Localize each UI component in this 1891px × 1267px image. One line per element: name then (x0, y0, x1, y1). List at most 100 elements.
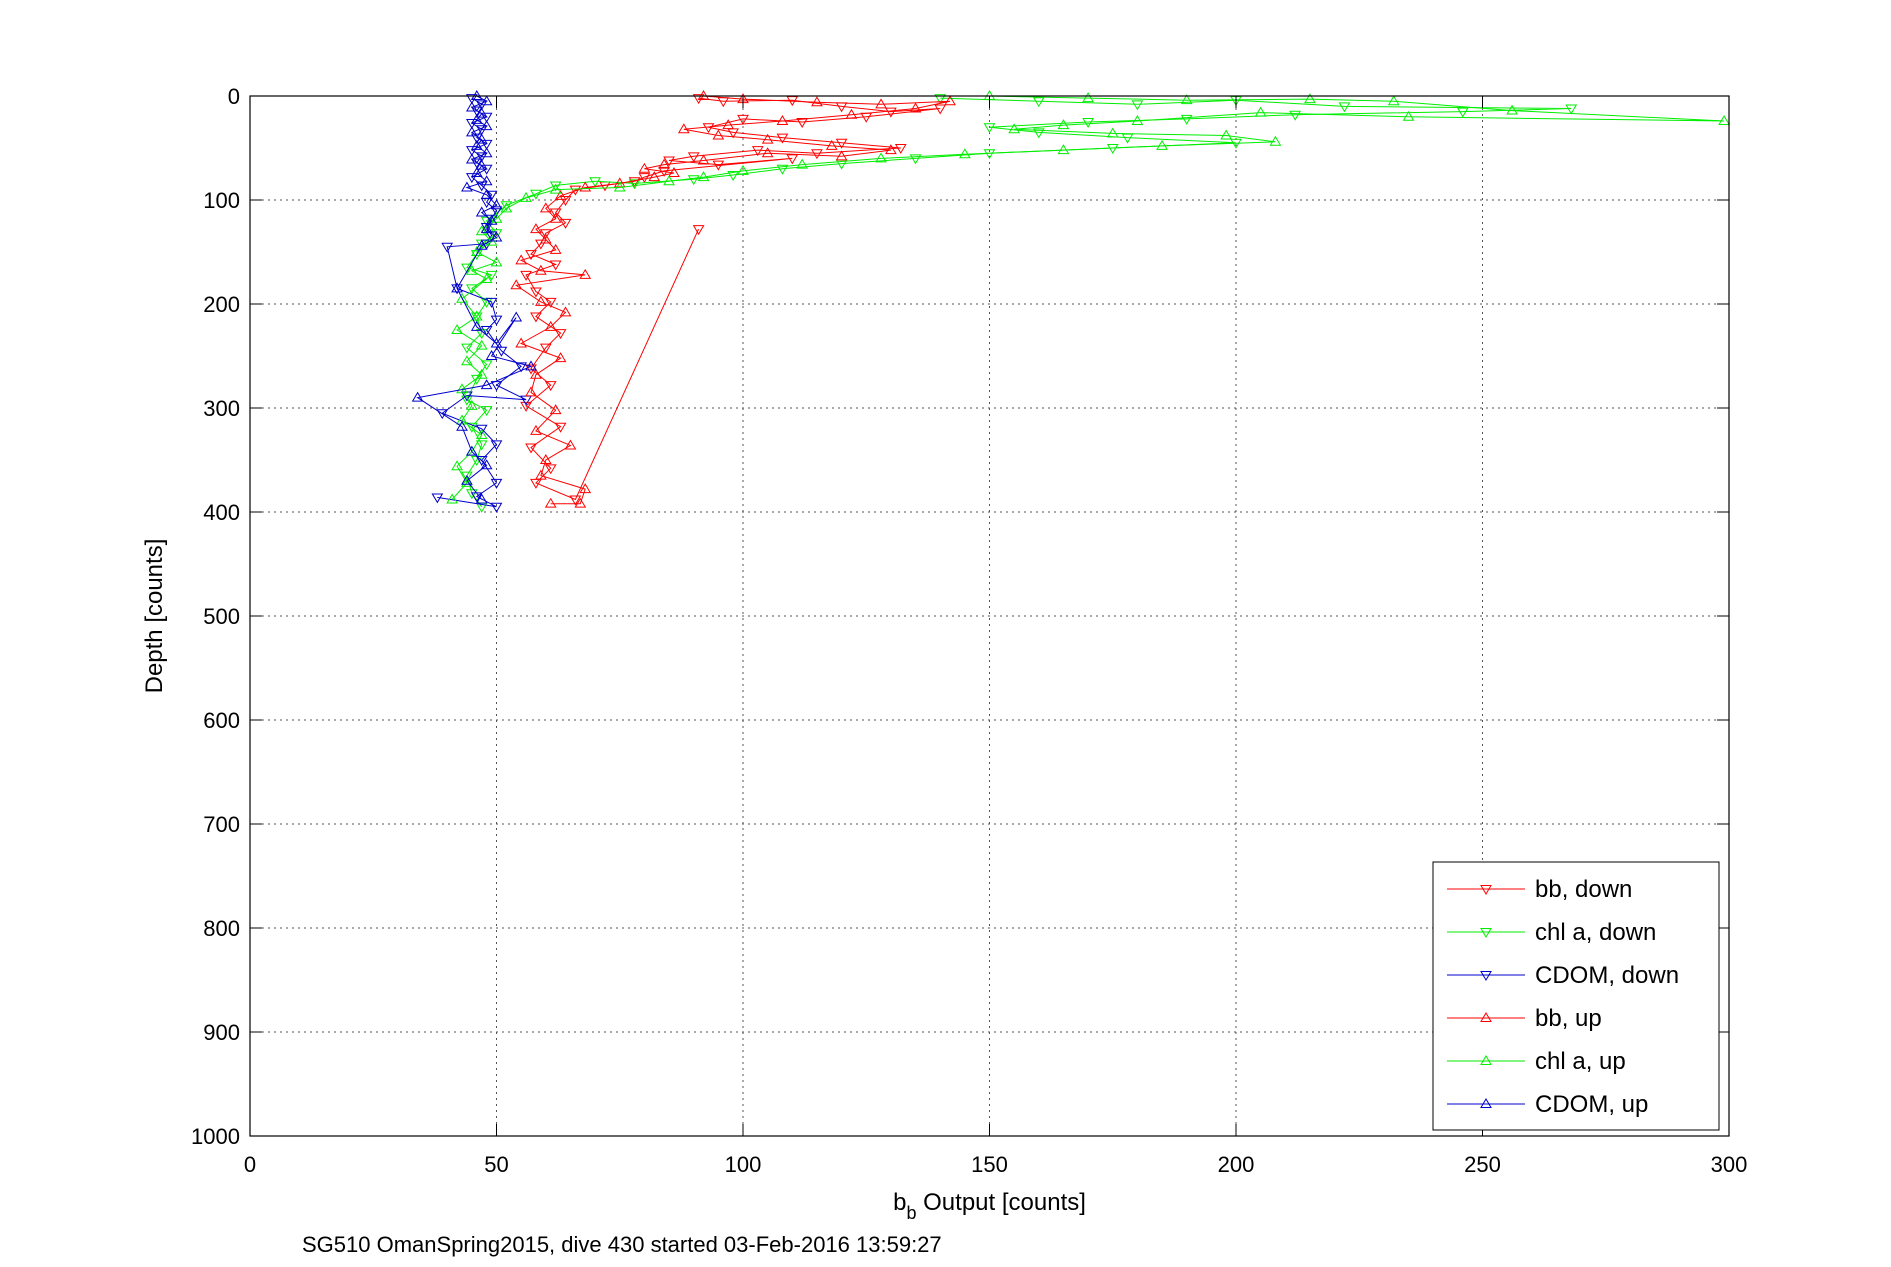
data-point (465, 445, 478, 456)
data-point (1338, 102, 1351, 113)
data-point (885, 107, 897, 118)
data-point (712, 129, 725, 140)
series-bb-down (520, 94, 947, 506)
data-point (530, 424, 542, 435)
series-line (416, 95, 533, 500)
data-point (554, 352, 567, 363)
data-point (1304, 93, 1316, 104)
data-point (796, 118, 809, 128)
legend-item: chl a, down (1447, 919, 1656, 946)
data-point (530, 478, 542, 489)
data-point (539, 233, 552, 244)
data-point (727, 171, 740, 182)
data-point (465, 101, 478, 112)
data-point (1565, 104, 1578, 115)
legend-swatch-marker (1480, 928, 1492, 938)
data-point (909, 154, 922, 165)
data-point (456, 420, 468, 431)
data-point (534, 239, 547, 250)
data-point (658, 158, 670, 169)
data-point (554, 189, 567, 200)
data-point (934, 104, 947, 115)
data-point (461, 263, 473, 274)
data-point (574, 497, 587, 508)
data-point (549, 183, 562, 194)
data-point (461, 474, 473, 485)
data-point (1106, 127, 1119, 138)
data-point (559, 306, 572, 317)
legend-swatch-marker (1480, 971, 1492, 981)
y-tick-label: 800 (203, 916, 240, 941)
data-point (1082, 118, 1094, 128)
data-point (480, 273, 493, 284)
data-point (539, 229, 552, 240)
data-point (470, 320, 483, 331)
data-point (475, 159, 488, 170)
y-axis-label: Depth [counts] (141, 539, 168, 694)
x-axis-label-rest: Output [counts] (916, 1189, 1085, 1216)
data-point (717, 97, 730, 108)
data-point (702, 123, 715, 134)
legend-label: CDOM, down (1535, 962, 1679, 989)
data-point (1131, 100, 1144, 111)
data-point (776, 114, 789, 125)
data-point (441, 242, 454, 253)
data-point (470, 113, 483, 124)
data-point (456, 292, 468, 303)
legend-label: bb, down (1535, 876, 1632, 903)
legend-item: bb, up (1447, 1005, 1602, 1032)
data-point (835, 150, 848, 161)
data-point (983, 123, 996, 134)
data-point (480, 360, 493, 371)
data-layer (411, 90, 1730, 513)
data-point (461, 181, 473, 192)
data-point (737, 114, 749, 125)
data-point (490, 440, 503, 451)
data-point (480, 188, 493, 199)
data-point (475, 239, 488, 250)
data-point (475, 181, 488, 192)
data-point (1289, 110, 1302, 121)
series-line (451, 95, 1725, 500)
x-axis-label-subscript: b (906, 1203, 916, 1223)
data-point (983, 149, 996, 160)
data-point (613, 181, 626, 192)
series-chl-a-down (461, 94, 1578, 513)
data-point (465, 173, 478, 184)
data-point (796, 158, 809, 169)
x-axis-label: bb Output [counts] (893, 1189, 1086, 1223)
data-point (845, 108, 858, 119)
data-point (1180, 114, 1193, 125)
data-point (885, 144, 897, 155)
data-point (490, 256, 503, 267)
data-point (761, 133, 774, 144)
data-point (549, 181, 562, 192)
data-point (465, 153, 478, 164)
data-point (1057, 119, 1070, 130)
data-point (761, 147, 774, 158)
data-point (470, 246, 483, 256)
data-point (480, 459, 493, 470)
data-point (648, 171, 661, 182)
data-point (687, 152, 700, 163)
data-point (490, 315, 503, 326)
legend-label: bb, up (1535, 1005, 1602, 1032)
data-point (475, 206, 488, 217)
chart-caption: SG510 OmanSpring2015, dive 430 started 0… (302, 1232, 942, 1257)
y-tick-label: 0 (228, 84, 240, 109)
data-point (475, 133, 488, 144)
data-point (697, 154, 710, 165)
data-point (480, 139, 493, 150)
legend-item: chl a, up (1447, 1048, 1626, 1075)
data-point (638, 162, 651, 173)
data-point (480, 326, 493, 336)
legend-label: chl a, up (1535, 1048, 1626, 1075)
data-point (470, 90, 483, 100)
x-tick-label: 200 (1218, 1152, 1255, 1177)
data-point (1220, 129, 1233, 140)
data-point (1387, 95, 1400, 106)
data-point (490, 502, 503, 513)
data-point (431, 493, 444, 504)
data-point (544, 381, 557, 392)
